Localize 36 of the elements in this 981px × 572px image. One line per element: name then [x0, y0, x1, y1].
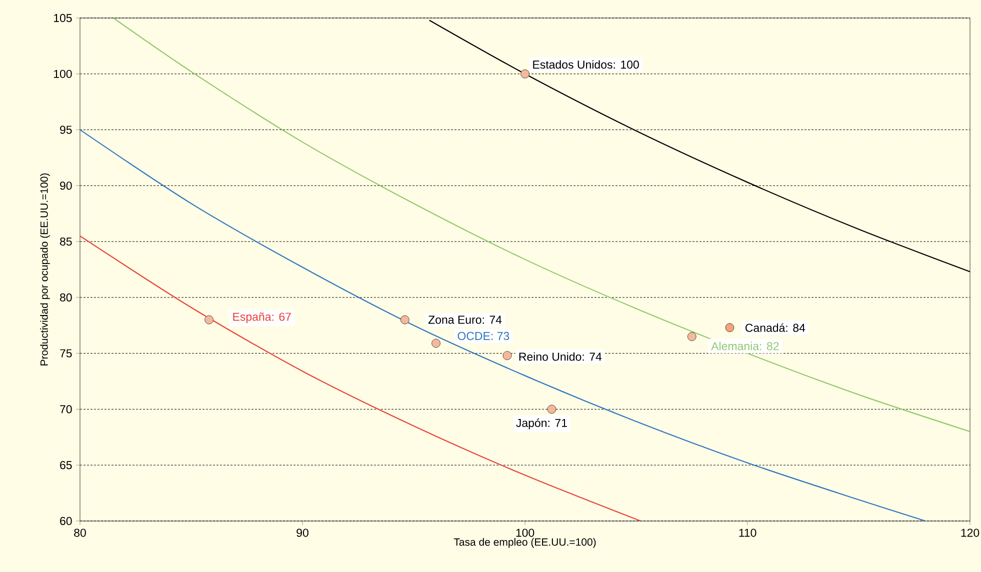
point	[204, 315, 214, 324]
y-tick-label: 70	[60, 405, 72, 414]
line-series	[80, 129, 926, 521]
annotation: Japón: 71	[516, 418, 567, 430]
x-tick-label: 110	[739, 528, 756, 537]
y-tick-label: 105	[54, 14, 72, 22]
line-series	[80, 235, 642, 521]
point	[725, 323, 734, 332]
point	[687, 332, 696, 342]
annotation: OCDE: 73	[458, 332, 510, 340]
y-tick-label: 85	[60, 237, 72, 246]
annotation: Canadá: 84	[745, 323, 806, 332]
annotation: Reino Unido: 74	[519, 352, 602, 361]
x-axis-title: Tasa de empleo (EE.UU.=100)	[454, 538, 596, 548]
point	[502, 351, 512, 360]
x-tick-label: 90	[296, 528, 308, 537]
y-tick-label: 60	[60, 516, 72, 526]
y-tick-label: 95	[60, 126, 72, 134]
point	[432, 338, 440, 348]
y-axis-title: Productividad por ocupado (EE.UU.=100)	[40, 173, 50, 366]
point	[400, 315, 410, 324]
annotation: España: 67	[233, 312, 291, 324]
y-tick-label: 75	[60, 349, 72, 358]
y-tick-label: 80	[60, 293, 72, 302]
y-tick-label: 65	[60, 461, 72, 470]
point	[547, 404, 556, 414]
y-tick-label: 90	[60, 182, 72, 190]
annotation: Zona Euro: 74	[428, 316, 502, 324]
y-tick-label: 100	[54, 70, 72, 78]
annotation: Estados Unidos: 100	[533, 60, 639, 69]
x-tick-label: 120	[961, 528, 980, 537]
x-tick-label: 100	[516, 528, 534, 537]
point	[520, 69, 530, 78]
line-series	[112, 18, 970, 432]
annotation: Alemania: 82	[711, 342, 779, 350]
x-tick-label: 80	[74, 528, 86, 537]
